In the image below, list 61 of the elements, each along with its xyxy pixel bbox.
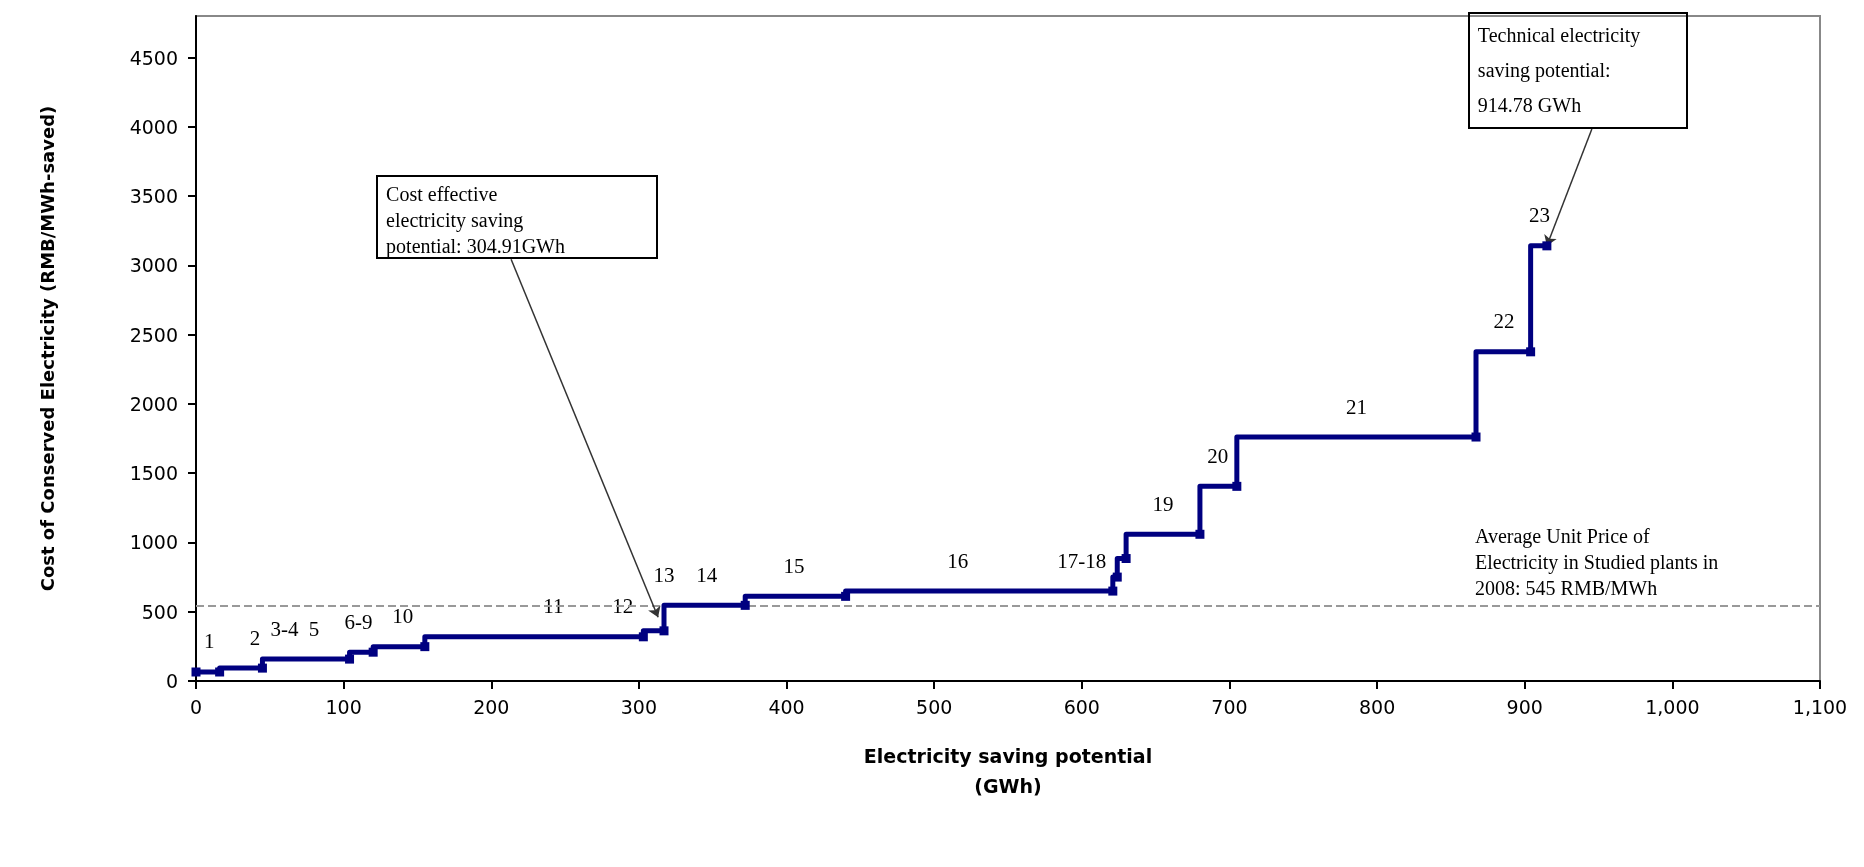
point: [368, 647, 378, 657]
point: [1112, 572, 1122, 582]
annotation: 6-9: [344, 609, 373, 634]
y-tick-label: 1500: [129, 462, 178, 485]
point: [215, 667, 225, 677]
y-tick-label: 3500: [129, 185, 178, 208]
x-tick-label: 300: [620, 695, 658, 718]
point: [659, 626, 669, 636]
x-tick-label: 500: [916, 695, 953, 718]
x-tick-label: 800: [1358, 695, 1396, 718]
x-tick-label: 400: [768, 695, 805, 718]
point: [1526, 347, 1536, 357]
y-tick-label: 0: [165, 670, 178, 692]
x-tick-label: 1,000: [1645, 695, 1700, 718]
point: [1232, 481, 1242, 491]
point: [638, 632, 648, 642]
y-tick-label: 3000: [129, 254, 178, 277]
annotation: 10: [392, 604, 414, 629]
annotation: 5: [308, 616, 320, 641]
annotation: 14: [696, 562, 718, 587]
annotation: 15: [783, 553, 805, 578]
x-tick-label: 900: [1506, 695, 1543, 718]
x-tick-label: 200: [473, 695, 510, 718]
annotation: 21: [1345, 394, 1367, 419]
x-tick-label: 100: [325, 695, 362, 718]
x-tick-label: 0: [189, 695, 203, 718]
point: [257, 663, 267, 673]
annotation: Cost effective electricity saving potential: 304.91GWh: [386, 182, 566, 260]
annotation: 23: [1528, 203, 1550, 228]
annotation: Technical electricity saving potential: 914.78 GWh: [1477, 23, 1642, 118]
annotation: 22: [1493, 309, 1515, 334]
point: [1542, 241, 1552, 251]
annotation: 17-18: [1057, 548, 1107, 573]
y-tick-label: 2500: [129, 323, 178, 346]
x-tick-label: 600: [1063, 695, 1100, 718]
annotation: 19: [1152, 491, 1174, 516]
y-tick-label: 4000: [129, 115, 178, 138]
point: [1108, 586, 1118, 596]
annotation: 13: [653, 562, 675, 587]
point: [420, 642, 430, 652]
point: [345, 654, 355, 664]
annotation: 20: [1207, 443, 1229, 468]
annotation: 1: [204, 629, 215, 654]
x-axis-title: Electricity saving potential (GWh): [863, 745, 1153, 797]
y-tick-label: 1000: [129, 531, 178, 554]
point: [1121, 554, 1131, 564]
ref-line-label: Average Unit Price of Electricity in Studied plants in 2008: 545 RMB/MWh: [1475, 525, 1724, 600]
point: [191, 667, 201, 677]
point: [740, 600, 750, 610]
y-tick-label: 2000: [129, 392, 178, 415]
y-tick-label: 4500: [129, 46, 178, 69]
point: [1471, 432, 1481, 442]
y-tick-label: 500: [141, 600, 178, 623]
point: [841, 591, 851, 601]
annotation: 3-4: [270, 616, 300, 641]
point: [1195, 529, 1205, 539]
annotation: 16: [947, 548, 969, 573]
x-tick-label: 1,100: [1792, 695, 1848, 718]
x-tick-label: 700: [1211, 695, 1248, 718]
annotation: 2: [249, 625, 261, 650]
y-axis-title: Cost of Conserved Electricity (RMB/MWh-saved): [36, 105, 58, 592]
